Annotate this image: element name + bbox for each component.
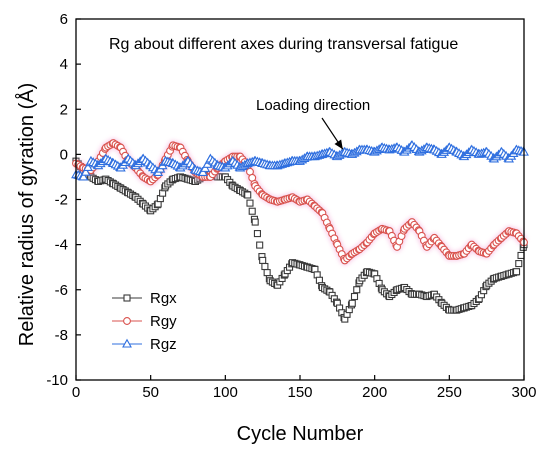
y-tick-label: -6 (55, 282, 68, 299)
data-point (517, 251, 525, 260)
data-point (512, 268, 521, 276)
chart-title: Rg about different axes during transvers… (109, 36, 458, 53)
x-tick-label: 250 (437, 384, 462, 401)
y-tick-label: -8 (55, 327, 68, 344)
y-tick-label: -2 (55, 192, 68, 209)
arrow-head-icon (334, 139, 343, 150)
data-point (353, 286, 361, 294)
legend-item-rgz: Rgz (112, 336, 177, 353)
loading-direction-annotation: Loading direction (256, 97, 370, 150)
legend-item-rgx: Rgx (112, 290, 177, 307)
y-tick-label: 6 (60, 11, 68, 28)
x-tick-label: 50 (142, 384, 159, 401)
data-point (259, 256, 267, 264)
data-point (515, 260, 523, 268)
y-axis-title: Relative radius of gyration (Å) (15, 83, 38, 346)
y-tick-label: -10 (46, 372, 68, 389)
y-tick-label: 0 (60, 146, 68, 163)
data-point (263, 269, 271, 277)
data-point (251, 218, 259, 226)
plot-area (71, 138, 529, 323)
data-point (78, 171, 89, 181)
data-point (350, 292, 359, 301)
data-point (256, 241, 264, 249)
x-tick-label: 0 (72, 384, 80, 401)
legend-label: Rgx (150, 290, 177, 307)
x-tick-label: 300 (511, 384, 536, 401)
legend: Rgx Rgy Rgz (112, 290, 177, 353)
x-tick-label: 100 (213, 384, 238, 401)
data-point (348, 299, 356, 307)
x-axis-title: Cycle Number (237, 423, 364, 445)
axis-ticks: 0 50 100 150 200 250 300 6 4 2 0 -2 -4 -6 -8 -10 (46, 11, 536, 401)
data-point (261, 262, 269, 271)
legend-marker (123, 317, 131, 325)
legend-label: Rgy (150, 313, 177, 330)
x-tick-label: 200 (362, 384, 387, 401)
data-point (253, 230, 261, 238)
data-point (246, 199, 254, 207)
series-rgz (71, 140, 529, 181)
y-tick-label: -4 (55, 237, 68, 254)
y-tick-label: 4 (60, 56, 68, 73)
data-point (244, 191, 252, 199)
data-point (248, 207, 256, 215)
loading-direction-label: Loading direction (256, 97, 370, 114)
legend-label: Rgz (150, 336, 177, 353)
legend-item-rgy: Rgy (112, 313, 177, 330)
data-point (80, 166, 91, 176)
y-tick-label: 2 (60, 101, 68, 118)
legend-marker (123, 294, 131, 302)
data-point (83, 162, 93, 172)
series-rgx (72, 157, 528, 323)
legend-marker (122, 338, 132, 348)
x-tick-label: 150 (287, 384, 312, 401)
